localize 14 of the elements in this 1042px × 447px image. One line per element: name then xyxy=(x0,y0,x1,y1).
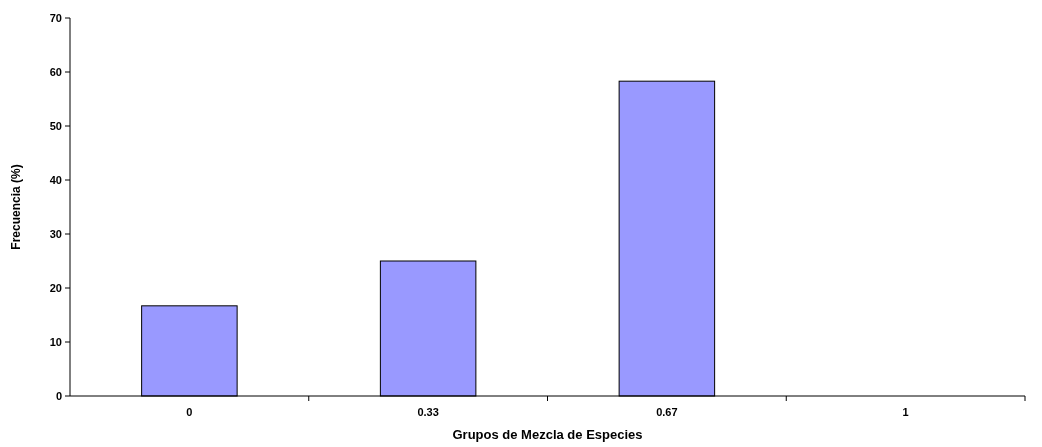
y-tick-label: 10 xyxy=(49,335,62,348)
y-tick-label: 70 xyxy=(49,11,62,24)
y-tick-label: 20 xyxy=(49,281,62,294)
x-tick-label: 0 xyxy=(186,406,193,418)
y-axis-title: Frecuencia (%) xyxy=(9,164,23,250)
y-tick-label: 50 xyxy=(49,119,62,132)
y-tick-label: 30 xyxy=(49,227,62,240)
x-tick-label: 0.67 xyxy=(656,406,678,418)
y-tick-label: 0 xyxy=(55,389,62,402)
y-tick-label: 40 xyxy=(49,173,62,186)
x-axis-title: Grupos de Mezcla de Especies xyxy=(452,427,643,442)
x-tick-label: 1 xyxy=(902,406,909,418)
y-tick-label: 60 xyxy=(49,65,62,78)
x-tick-label: 0.33 xyxy=(417,406,439,418)
